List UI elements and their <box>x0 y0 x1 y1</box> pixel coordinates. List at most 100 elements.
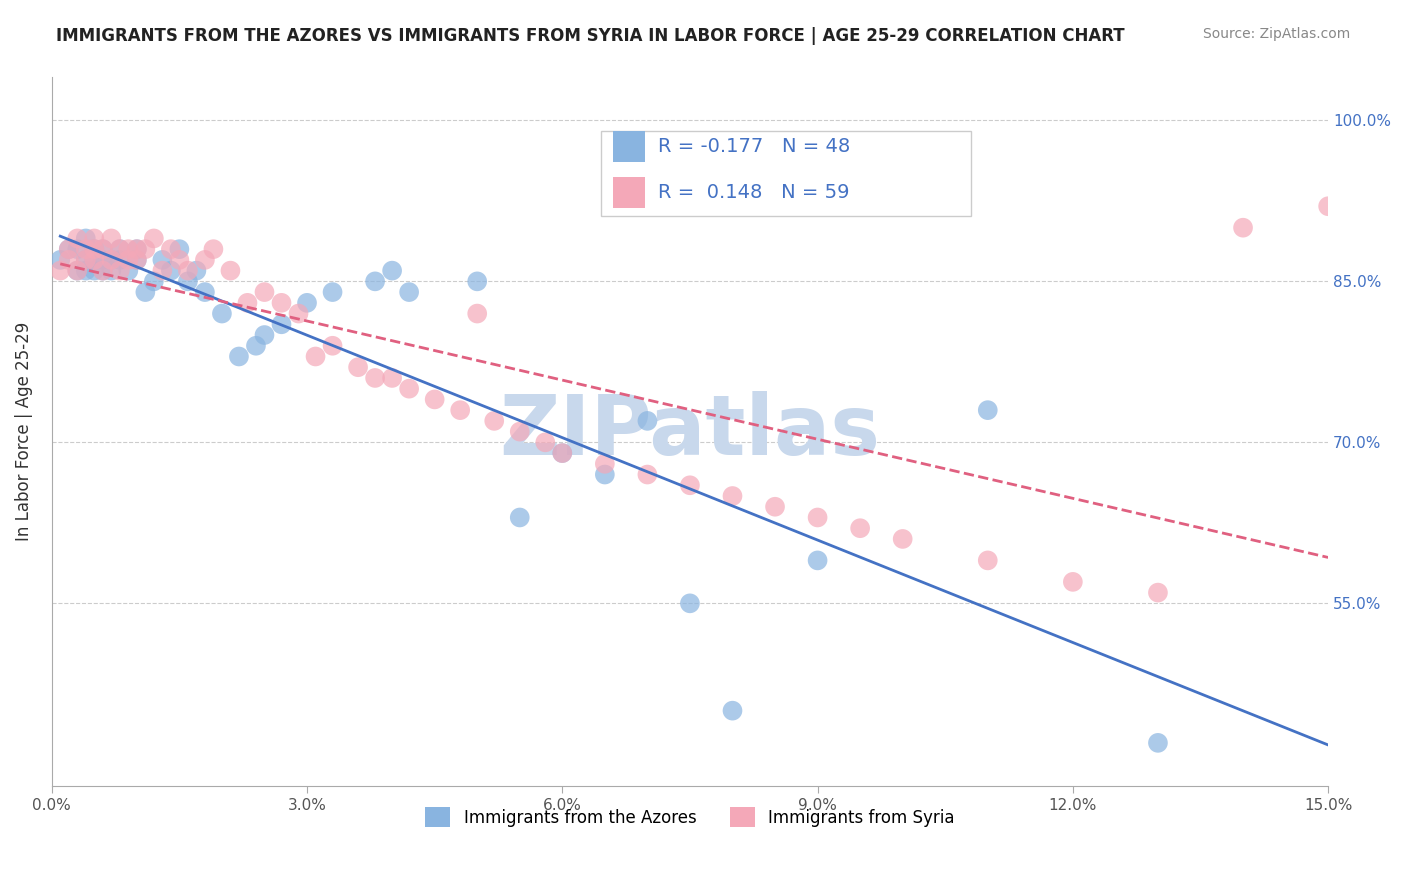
Point <box>66 231 89 245</box>
Point <box>58 252 80 267</box>
Text: Source: ZipAtlas.com: Source: ZipAtlas.com <box>1202 27 1350 41</box>
Point <box>125 252 148 267</box>
Point <box>270 295 292 310</box>
Point <box>763 500 786 514</box>
Point <box>117 263 139 277</box>
Point <box>465 307 488 321</box>
Point <box>100 252 122 267</box>
Point <box>66 263 89 277</box>
Point <box>295 295 318 310</box>
Point <box>806 553 828 567</box>
Point <box>108 242 131 256</box>
Point <box>66 242 89 256</box>
Point <box>1147 736 1170 750</box>
Point <box>679 596 702 610</box>
Text: R =  0.148   N = 59: R = 0.148 N = 59 <box>658 184 849 202</box>
Point <box>160 263 183 277</box>
Point <box>100 263 122 277</box>
Point <box>186 263 208 277</box>
Point <box>75 242 97 256</box>
Point <box>534 435 557 450</box>
Point <box>219 263 242 277</box>
Point <box>125 242 148 256</box>
Point <box>465 274 488 288</box>
Point <box>228 350 250 364</box>
Point <box>83 252 105 267</box>
Point <box>322 285 344 299</box>
Point <box>636 414 658 428</box>
Point <box>636 467 658 482</box>
Point <box>381 263 404 277</box>
Point <box>49 263 72 277</box>
Point <box>177 274 200 288</box>
Point <box>347 360 370 375</box>
Point <box>253 285 276 299</box>
Point <box>1062 574 1084 589</box>
Point <box>91 263 114 277</box>
Point <box>108 242 131 256</box>
Point <box>100 231 122 245</box>
Point <box>398 285 420 299</box>
Point <box>509 425 531 439</box>
FancyBboxPatch shape <box>600 130 970 216</box>
Point <box>721 704 744 718</box>
Point <box>551 446 574 460</box>
Point <box>83 242 105 256</box>
Point <box>364 371 387 385</box>
Point <box>721 489 744 503</box>
Point <box>679 478 702 492</box>
Point <box>91 242 114 256</box>
Point <box>58 242 80 256</box>
Point <box>169 252 191 267</box>
Point <box>891 532 914 546</box>
Point <box>117 242 139 256</box>
Point <box>194 252 217 267</box>
Point <box>236 295 259 310</box>
Point <box>100 252 122 267</box>
Point <box>117 252 139 267</box>
Point <box>194 285 217 299</box>
Point <box>211 307 233 321</box>
Point <box>169 242 191 256</box>
Point <box>125 242 148 256</box>
Point <box>1147 585 1170 599</box>
Point <box>593 457 616 471</box>
Text: IMMIGRANTS FROM THE AZORES VS IMMIGRANTS FROM SYRIA IN LABOR FORCE | AGE 25-29 C: IMMIGRANTS FROM THE AZORES VS IMMIGRANTS… <box>56 27 1125 45</box>
Text: ZIPatlas: ZIPatlas <box>499 391 880 472</box>
Point <box>509 510 531 524</box>
Point <box>364 274 387 288</box>
Legend: Immigrants from the Azores, Immigrants from Syria: Immigrants from the Azores, Immigrants f… <box>419 800 962 834</box>
Point <box>202 242 225 256</box>
Point <box>134 285 156 299</box>
Point <box>142 274 165 288</box>
Point <box>977 403 1000 417</box>
Point <box>322 339 344 353</box>
Y-axis label: In Labor Force | Age 25-29: In Labor Force | Age 25-29 <box>15 322 32 541</box>
Point <box>66 263 89 277</box>
Point <box>551 446 574 460</box>
Point <box>253 328 276 343</box>
Point <box>1317 199 1340 213</box>
Point <box>75 252 97 267</box>
Text: R = -0.177   N = 48: R = -0.177 N = 48 <box>658 137 851 156</box>
Point <box>91 252 114 267</box>
Point <box>1232 220 1254 235</box>
Point <box>91 263 114 277</box>
Point <box>287 307 309 321</box>
Point <box>134 242 156 256</box>
Point <box>125 252 148 267</box>
Point <box>75 252 97 267</box>
Point <box>108 252 131 267</box>
Point <box>150 252 173 267</box>
Point <box>58 242 80 256</box>
FancyBboxPatch shape <box>613 130 645 162</box>
Point <box>83 242 105 256</box>
Point <box>75 263 97 277</box>
Point <box>304 350 326 364</box>
Point <box>91 242 114 256</box>
Point <box>423 392 446 407</box>
Point <box>142 231 165 245</box>
Point <box>49 252 72 267</box>
Point <box>75 231 97 245</box>
Point <box>449 403 471 417</box>
